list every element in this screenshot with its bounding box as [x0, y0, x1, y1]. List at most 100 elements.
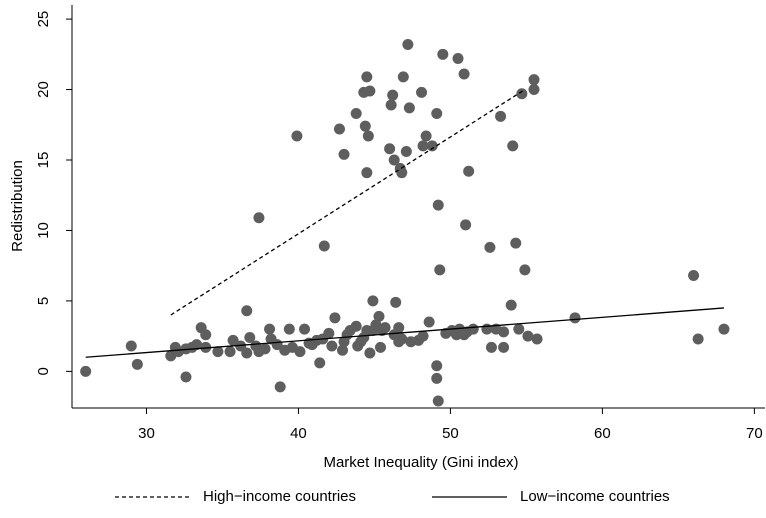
scatter-point — [420, 130, 432, 142]
scatter-point — [396, 333, 408, 345]
x-tick-label: 40 — [290, 425, 307, 442]
scatter-point — [528, 84, 540, 96]
scatter-point — [463, 165, 475, 177]
scatter-point — [385, 99, 397, 111]
scatter-point — [426, 140, 438, 152]
scatter-point — [458, 68, 470, 80]
scatter-point — [224, 346, 236, 358]
scatter-point — [350, 320, 362, 332]
scatter-point — [125, 340, 137, 352]
scatter-point — [510, 237, 522, 249]
scatter-point — [227, 334, 239, 346]
scatter-point — [692, 333, 704, 345]
fit-line — [170, 88, 526, 316]
scatter-point — [516, 88, 528, 100]
scatter-point — [375, 341, 387, 353]
scatter-point — [431, 108, 443, 119]
scatter-point — [314, 357, 326, 369]
scatter-point — [299, 323, 311, 335]
scatter-point — [180, 371, 192, 383]
scatter-point — [397, 71, 409, 83]
scatter-point — [200, 329, 212, 341]
legend-label: Low−income countries — [520, 488, 670, 505]
scatter-point — [244, 332, 256, 344]
scatter-point — [318, 240, 330, 252]
y-tick-label: 10 — [35, 222, 52, 239]
scatter-point — [191, 339, 203, 351]
scatter-point — [323, 327, 335, 339]
scatter-point — [326, 340, 338, 352]
scatter-point — [495, 110, 507, 122]
scatter-point — [423, 316, 435, 328]
scatter-point — [432, 395, 444, 407]
scatter-point — [264, 323, 276, 335]
scatter-point — [361, 71, 373, 83]
scatter-point — [416, 86, 428, 98]
scatter-point — [403, 102, 415, 114]
scatter-point — [431, 360, 443, 372]
scatter-point — [241, 347, 253, 359]
scatter-point — [212, 346, 224, 358]
y-tick-label: 0 — [35, 367, 52, 375]
scatter-point — [379, 322, 391, 334]
scatter-point — [400, 146, 412, 158]
y-tick-label: 25 — [35, 11, 52, 28]
scatter-point — [402, 38, 414, 50]
x-tick-label: 60 — [594, 425, 611, 442]
scatter-point — [283, 323, 295, 335]
scatter-point — [507, 140, 519, 152]
scatter-point — [384, 143, 396, 155]
scatter-point — [253, 212, 265, 224]
scatter-point — [291, 130, 303, 142]
scatter-point — [417, 140, 429, 152]
x-axis-title: Market Inequality (Gini index) — [323, 454, 518, 471]
y-tick-label: 15 — [35, 152, 52, 169]
scatter-point — [531, 333, 543, 345]
scatter-point — [294, 346, 306, 358]
scatter-point — [367, 295, 379, 307]
scatter-point — [434, 264, 446, 276]
scatter-point — [498, 341, 510, 353]
scatter-point — [522, 330, 534, 342]
scatter-point — [361, 167, 373, 179]
x-tick-label: 70 — [746, 425, 763, 442]
scatter-point — [274, 381, 286, 393]
scatter-point — [390, 296, 402, 308]
scatter-point — [350, 108, 362, 119]
scatter-point — [437, 48, 449, 60]
legend-label: High−income countries — [203, 488, 356, 505]
y-tick-label: 5 — [35, 297, 52, 305]
scatter-point — [373, 310, 385, 322]
scatter-point — [569, 312, 581, 324]
scatter-point — [498, 326, 510, 338]
scatter-point — [688, 270, 700, 282]
scatter-point — [333, 123, 345, 135]
scatter-point — [485, 341, 497, 353]
scatter-point — [364, 347, 376, 359]
scatter-point — [259, 343, 271, 355]
scatter-point — [241, 305, 253, 317]
scatter-point — [359, 120, 371, 132]
y-tick-label: 20 — [35, 81, 52, 98]
scatter-point — [417, 330, 429, 342]
scatter-point — [80, 365, 92, 377]
scatter-point — [431, 372, 443, 384]
scatter-point — [329, 312, 341, 324]
scatter-point — [528, 74, 540, 86]
y-axis-title: Redistribution — [9, 160, 26, 252]
scatter-point — [519, 264, 531, 276]
scatter-point — [337, 344, 349, 356]
scatter-point — [452, 53, 464, 65]
scatter-point — [396, 167, 408, 179]
scatter-point — [484, 241, 496, 253]
x-tick-label: 50 — [442, 425, 459, 442]
x-tick-label: 30 — [138, 425, 155, 442]
scatter-point — [393, 322, 405, 334]
fit-line — [85, 307, 725, 358]
scatter-point — [387, 89, 399, 101]
scatter-point — [513, 323, 525, 335]
scatter-point — [131, 358, 143, 370]
scatter-point — [432, 199, 444, 211]
